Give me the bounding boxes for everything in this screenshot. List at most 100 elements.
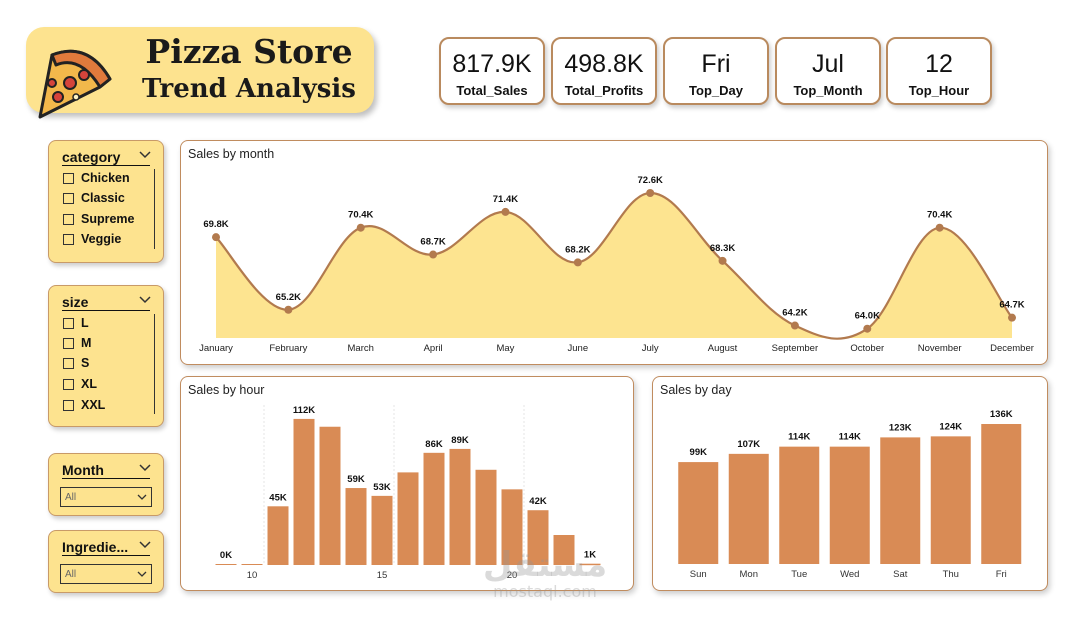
data-point (1008, 313, 1016, 322)
option-label: XXL (81, 398, 106, 412)
bar (241, 564, 263, 565)
sales-by-day-chart: 99K Sun 107K Mon 114K Tue 114K Wed 123K Sat 124K Th… (678, 409, 1022, 580)
kpi-value: 498.8K (564, 50, 644, 78)
size-option-l[interactable]: L (63, 314, 89, 332)
kpi-label: Total_Sales (456, 83, 528, 98)
size-option-xxl[interactable]: XXL (63, 396, 105, 414)
bar (779, 446, 820, 564)
data-label: 59K (347, 474, 365, 485)
checkbox[interactable] (63, 213, 74, 225)
size-option-xl[interactable]: XL (63, 375, 97, 393)
data-label: 68.7K (420, 237, 445, 248)
data-label: 64.0K (855, 311, 880, 322)
kpi-top-month: Jul Top_Month (775, 37, 881, 105)
category-option-chicken[interactable]: Chicken (63, 169, 130, 187)
scrollbar[interactable] (153, 169, 155, 249)
scrollbar[interactable] (153, 314, 155, 414)
data-label: 45K (269, 492, 287, 503)
bar (930, 436, 971, 564)
title-card: Pizza Store Trend Analysis (26, 27, 374, 119)
x-tick-label: March (348, 343, 374, 354)
bar (371, 495, 393, 565)
data-label: 70.4K (927, 210, 952, 221)
dropdown-value: All (65, 492, 77, 503)
month-dropdown[interactable]: All (60, 487, 152, 507)
sales-by-month-panel: Sales by month 69.8K January 65.2K February… (180, 140, 1048, 365)
pizza-slice-icon (38, 49, 112, 119)
kpi-label: Top_Hour (908, 83, 970, 98)
bar (397, 472, 419, 565)
category-option-veggie[interactable]: Veggie (63, 230, 121, 248)
bar (553, 535, 575, 565)
x-tick-label: July (642, 343, 659, 354)
bar (215, 564, 237, 565)
option-label: M (81, 336, 92, 350)
data-label: 99K (690, 447, 708, 458)
checkbox[interactable] (63, 357, 74, 369)
ingredients-slicer: Ingredie... All (48, 530, 164, 593)
bar (527, 510, 549, 565)
data-label: 64.2K (782, 308, 807, 319)
checkbox[interactable] (63, 378, 74, 390)
data-label: 1K (584, 550, 596, 561)
kpi-total-sales: 817.9K Total_Sales (439, 37, 545, 105)
data-label: 70.4K (348, 210, 373, 221)
data-label: 114K (788, 432, 810, 443)
chevron-down-icon (137, 494, 147, 500)
bar (501, 489, 523, 565)
option-label: Supreme (81, 212, 135, 226)
data-point (501, 207, 510, 216)
kpi-value: Fri (701, 50, 731, 78)
kpi-total-profits: 498.8K Total_Profits (551, 37, 657, 105)
size-option-m[interactable]: M (63, 334, 91, 352)
x-tick-label: April (424, 343, 443, 354)
x-tick-label: December (990, 343, 1034, 354)
chevron-down-icon (137, 571, 147, 577)
kpi-label: Top_Day (689, 83, 743, 98)
x-tick-label: Mon (740, 569, 758, 580)
x-tick-label: November (918, 343, 962, 354)
checkbox[interactable] (63, 233, 74, 245)
data-point (573, 258, 582, 267)
x-tick-label: Wed (840, 569, 859, 580)
category-option-classic[interactable]: Classic (63, 189, 125, 207)
kpi-value: 817.9K (452, 50, 532, 78)
chevron-down-icon[interactable] (139, 541, 151, 549)
bar (449, 448, 471, 565)
x-tick-label: Fri (996, 569, 1007, 580)
checkbox[interactable] (63, 192, 74, 204)
data-label: 89K (451, 435, 469, 446)
chevron-down-icon[interactable] (139, 464, 151, 472)
option-label: Veggie (81, 232, 122, 246)
data-label: 72.6K (638, 175, 663, 186)
data-label: 124K (939, 421, 962, 432)
sales-by-hour-chart: 0K 45K 112K 59K 53K 86K 89K 42K 1K 10 15 20 (215, 405, 601, 581)
checkbox[interactable] (63, 317, 74, 329)
data-point (429, 250, 438, 259)
data-label: 65.2K (276, 292, 301, 303)
checkbox[interactable] (63, 399, 74, 411)
kpi-value: 12 (925, 50, 953, 78)
data-label: 114K (839, 432, 861, 443)
checkbox[interactable] (63, 172, 74, 184)
sales-by-month-chart: 69.8K January 65.2K February 70.4K March 68.7K… (199, 175, 1034, 354)
data-point (718, 256, 727, 265)
month-slicer: Month All (48, 453, 164, 516)
data-label: 123K (889, 422, 912, 433)
kpi-top-hour: 12 Top_Hour (886, 37, 992, 105)
data-label: 107K (737, 439, 760, 450)
category-option-supreme[interactable]: Supreme (63, 210, 135, 228)
ingredients-dropdown[interactable]: All (60, 564, 152, 584)
chevron-down-icon[interactable] (139, 151, 151, 159)
kpi-label: Top_Month (793, 83, 863, 98)
checkbox[interactable] (63, 337, 74, 349)
bar (423, 452, 445, 565)
size-option-s[interactable]: S (63, 354, 89, 372)
chevron-down-icon[interactable] (139, 296, 151, 304)
data-label: 71.4K (493, 194, 518, 205)
x-tick-label: Thu (943, 569, 959, 580)
x-tick-label: 20 (507, 570, 518, 581)
category-slicer-title: category (62, 149, 150, 166)
x-tick-label: January (199, 343, 233, 354)
chart-title: Sales by day (660, 383, 732, 397)
